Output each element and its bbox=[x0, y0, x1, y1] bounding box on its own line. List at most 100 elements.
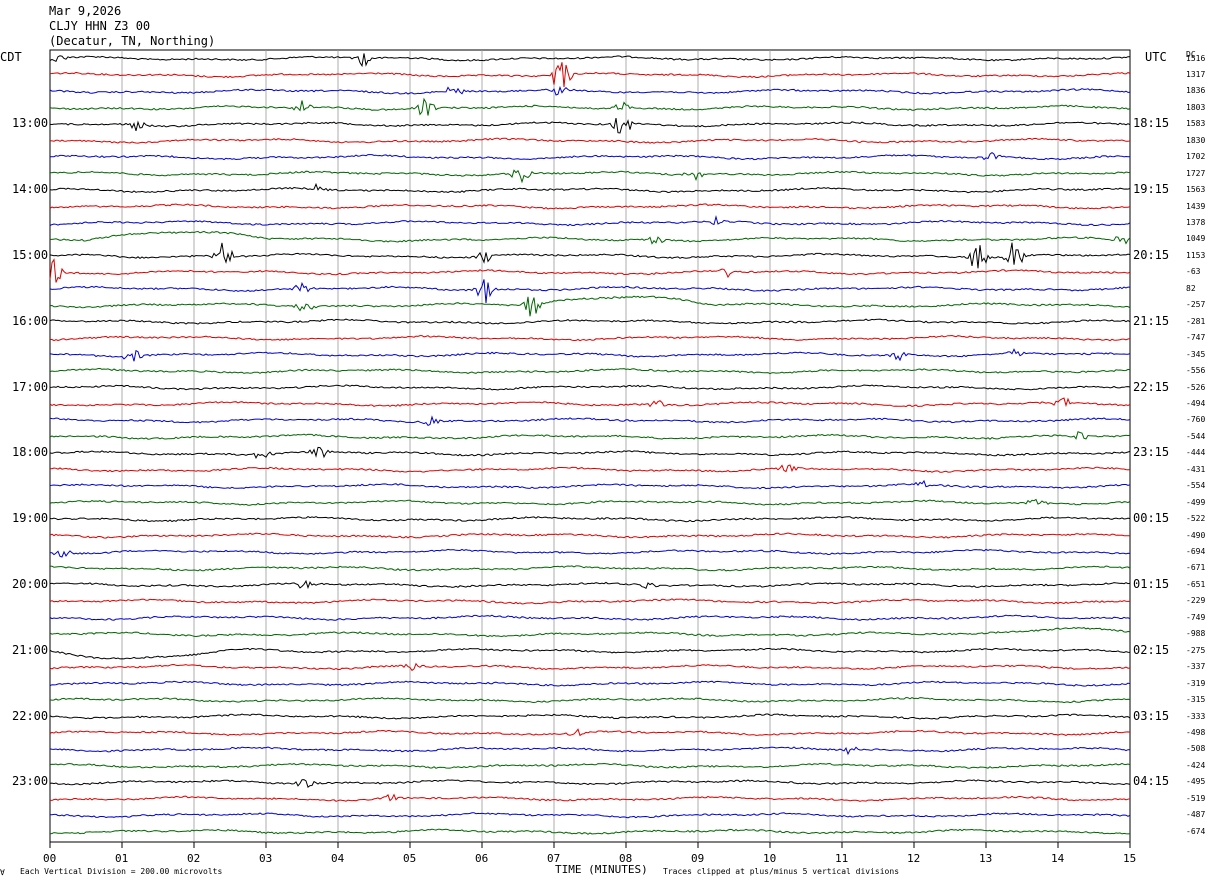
dc-offset-label: -257 bbox=[1186, 300, 1206, 310]
dc-offset-label: -275 bbox=[1186, 645, 1206, 655]
dc-offset-label: -519 bbox=[1186, 793, 1206, 803]
trace-line bbox=[49, 182, 1131, 194]
dc-offset-label: 1803 bbox=[1186, 102, 1206, 112]
dc-offset-label: -345 bbox=[1186, 349, 1206, 359]
x-tick-marks bbox=[49, 842, 1131, 848]
trace-line bbox=[49, 318, 1131, 325]
dc-offset-label: -556 bbox=[1186, 366, 1206, 376]
right-hour-label: 22:15 bbox=[1133, 379, 1170, 394]
trace-line bbox=[49, 614, 1131, 621]
dc-offset-label: 1583 bbox=[1186, 119, 1206, 129]
left-hour-label: 13:00 bbox=[12, 116, 49, 131]
dc-offset-label: 1516 bbox=[1186, 53, 1206, 63]
left-hour-label: 22:00 bbox=[12, 708, 49, 723]
trace-line bbox=[49, 279, 1130, 303]
trace-group bbox=[49, 53, 1131, 835]
left-hour-label: 20:00 bbox=[12, 576, 49, 591]
left-hour-label: 16:00 bbox=[12, 313, 49, 328]
trace-line bbox=[49, 680, 1131, 687]
dc-offset-label: 1153 bbox=[1186, 250, 1206, 260]
trace-line bbox=[50, 151, 1130, 161]
right-hour-label: 01:15 bbox=[1133, 576, 1170, 591]
header-location: (Decatur, TN, Northing) bbox=[49, 34, 216, 48]
right-hour-label: 18:15 bbox=[1133, 116, 1170, 131]
trace-line bbox=[49, 258, 1131, 283]
left-hour-label: 18:00 bbox=[12, 445, 49, 460]
trace-line bbox=[49, 295, 1131, 317]
trace-line bbox=[49, 431, 1131, 440]
x-axis-label: TIME (MINUTES) bbox=[555, 863, 648, 876]
trace-line bbox=[49, 565, 1131, 572]
trace-line bbox=[49, 118, 1131, 134]
trace-line bbox=[49, 446, 1131, 460]
dc-offset-label: -424 bbox=[1186, 760, 1206, 770]
trace-line bbox=[49, 367, 1131, 375]
dc-offset-label: -760 bbox=[1186, 415, 1206, 425]
dc-offset-label: -281 bbox=[1186, 316, 1206, 326]
trace-line bbox=[49, 137, 1131, 144]
dc-header: DC bbox=[1186, 50, 1196, 59]
header-date: Mar 9,2026 bbox=[49, 4, 122, 18]
dc-offset-label: -554 bbox=[1186, 481, 1206, 491]
dc-offset-label: -508 bbox=[1186, 744, 1206, 754]
x-tick-label: 04 bbox=[331, 852, 345, 865]
trace-line bbox=[49, 464, 1131, 473]
trace-line bbox=[49, 53, 1130, 68]
trace-line bbox=[49, 479, 1131, 490]
trace-line bbox=[49, 85, 1131, 96]
trace-line bbox=[49, 626, 1131, 638]
scale-note: Each Vertical Division = 200.00 microvol… bbox=[20, 867, 223, 876]
dc-offset-label: -319 bbox=[1186, 678, 1206, 688]
trace-line bbox=[49, 647, 1131, 660]
trace-line bbox=[49, 516, 1131, 523]
x-tick-label: 15 bbox=[1123, 852, 1137, 865]
trace-line bbox=[49, 532, 1131, 539]
dc-offset-label: -671 bbox=[1186, 563, 1206, 573]
minute-gridlines bbox=[121, 50, 1059, 842]
right-hour-label: 21:15 bbox=[1133, 313, 1170, 328]
trace-line bbox=[49, 334, 1131, 342]
trace-line bbox=[49, 828, 1131, 835]
dc-offset-label: -487 bbox=[1186, 810, 1206, 820]
dc-offset-label: 1317 bbox=[1186, 69, 1206, 79]
left-hour-label: 21:00 bbox=[12, 642, 49, 657]
x-tick-label: 08 bbox=[619, 852, 633, 865]
dc-offset-label: -444 bbox=[1186, 448, 1206, 458]
trace-line bbox=[49, 696, 1131, 704]
x-tick-label: 09 bbox=[691, 852, 705, 865]
left-hour-label: 19:00 bbox=[12, 511, 49, 526]
dc-offset-label: 82 bbox=[1186, 283, 1196, 293]
dc-offset-label: -495 bbox=[1186, 777, 1206, 787]
trace-line bbox=[49, 812, 1131, 819]
dc-offset-label: 1378 bbox=[1186, 218, 1206, 227]
trace-line bbox=[49, 415, 1131, 427]
right-hour-label: 04:15 bbox=[1133, 774, 1170, 789]
trace-line bbox=[49, 242, 1131, 269]
right-hour-label: 02:15 bbox=[1133, 642, 1170, 657]
trace-line bbox=[49, 203, 1131, 210]
dc-offset-label: 1563 bbox=[1186, 185, 1206, 195]
dc-offset-label: 1439 bbox=[1186, 201, 1206, 211]
trace-line bbox=[49, 579, 1131, 590]
x-tick-label: 07 bbox=[547, 852, 561, 865]
dc-offset-label: -694 bbox=[1186, 547, 1206, 556]
x-tick-label: 12 bbox=[907, 852, 921, 865]
trace-line bbox=[49, 598, 1131, 605]
right-hour-label: 03:15 bbox=[1133, 708, 1170, 723]
dc-offset-label: -315 bbox=[1186, 695, 1206, 705]
x-tick-label: 14 bbox=[1051, 852, 1065, 865]
dc-offset-label: -498 bbox=[1186, 727, 1206, 737]
right-hour-label: 00:15 bbox=[1133, 511, 1170, 526]
left-hour-label: 17:00 bbox=[12, 379, 49, 394]
right-hour-label: 23:15 bbox=[1133, 445, 1170, 460]
dc-offset-label: 1830 bbox=[1186, 135, 1206, 145]
right-hour-label: 19:15 bbox=[1133, 182, 1170, 197]
x-tick-label: 02 bbox=[187, 852, 201, 865]
trace-line bbox=[50, 548, 1131, 558]
trace-line bbox=[49, 498, 1131, 506]
trace-line bbox=[49, 397, 1131, 408]
dc-offset-label: -526 bbox=[1186, 382, 1206, 392]
dc-offset-label: -499 bbox=[1186, 497, 1206, 507]
x-tick-label: 05 bbox=[403, 852, 417, 865]
